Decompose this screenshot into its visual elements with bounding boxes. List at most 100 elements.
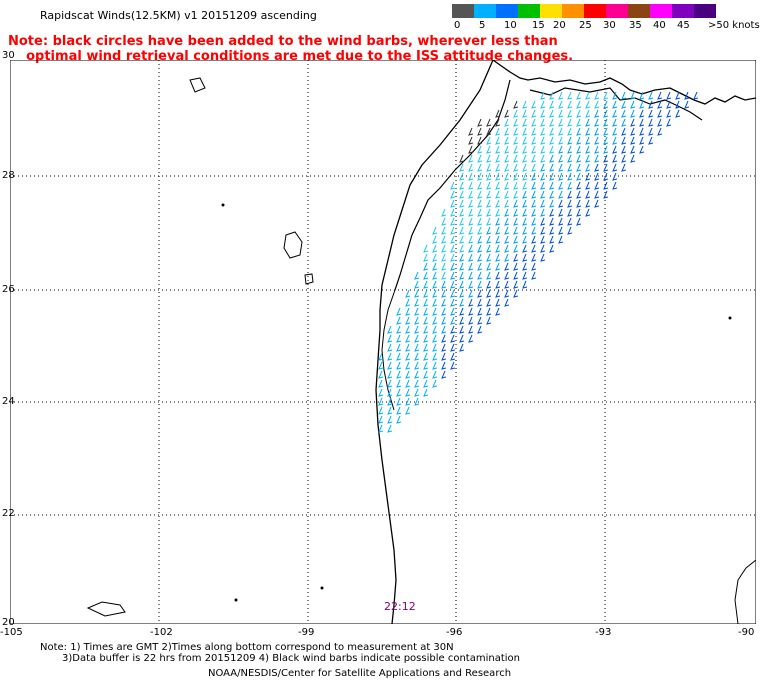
wind-barb bbox=[576, 109, 582, 118]
wind-barb bbox=[459, 244, 465, 253]
wind-barb bbox=[441, 235, 447, 244]
wind-barb bbox=[513, 136, 519, 145]
wind-barb bbox=[531, 181, 537, 190]
wind-barb bbox=[423, 361, 429, 370]
wind-barb bbox=[486, 289, 492, 298]
wind-barb bbox=[441, 208, 447, 217]
wind-barb bbox=[405, 406, 411, 415]
wind-barb bbox=[567, 109, 573, 118]
wind-barb bbox=[477, 208, 483, 217]
wind-barb bbox=[540, 91, 546, 100]
wind-barb bbox=[405, 361, 411, 370]
colorbar-swatch bbox=[694, 4, 716, 18]
wind-barb bbox=[468, 271, 474, 280]
colorbar-label: 35 bbox=[629, 20, 642, 31]
wind-barb bbox=[585, 127, 591, 136]
wind-barb bbox=[648, 118, 654, 127]
wind-barb bbox=[468, 181, 474, 190]
wind-barb bbox=[423, 253, 429, 262]
wind-barb bbox=[585, 145, 591, 154]
wind-barb bbox=[450, 307, 456, 316]
wind-barb bbox=[558, 208, 564, 217]
wind-barb bbox=[414, 397, 420, 406]
wind-barb bbox=[441, 253, 447, 262]
wind-barb bbox=[585, 190, 591, 199]
colorbar-swatch bbox=[562, 4, 584, 18]
credits: NOAA/NESDIS/Center for Satellite Applica… bbox=[208, 668, 512, 679]
wind-barb bbox=[459, 172, 465, 181]
wind-barb bbox=[549, 118, 555, 127]
wind-barb bbox=[513, 100, 519, 109]
wind-barb bbox=[459, 217, 465, 226]
wind-barb bbox=[432, 235, 438, 244]
wind-barb bbox=[486, 280, 492, 289]
wind-barb bbox=[576, 136, 582, 145]
wind-barb bbox=[378, 397, 384, 406]
wind-barb bbox=[405, 370, 411, 379]
wind-barb bbox=[558, 181, 564, 190]
wind-barb bbox=[522, 172, 528, 181]
wind-barb bbox=[450, 253, 456, 262]
wind-barb bbox=[468, 316, 474, 325]
wind-barb bbox=[540, 136, 546, 145]
wind-barb bbox=[567, 118, 573, 127]
wind-barb bbox=[387, 406, 393, 415]
wind-barb bbox=[468, 208, 474, 217]
wind-barb bbox=[540, 244, 546, 253]
wind-barb bbox=[432, 226, 438, 235]
wind-barb bbox=[567, 154, 573, 163]
wind-barb bbox=[477, 118, 483, 127]
wind-barb bbox=[495, 136, 501, 145]
wind-barb bbox=[423, 334, 429, 343]
wind-barb bbox=[423, 262, 429, 271]
wind-barb bbox=[450, 235, 456, 244]
wind-barb bbox=[495, 109, 501, 118]
wind-barb bbox=[432, 307, 438, 316]
wind-barb bbox=[540, 163, 546, 172]
wind-barb bbox=[495, 289, 501, 298]
wind-barb bbox=[567, 136, 573, 145]
wind-barb bbox=[531, 163, 537, 172]
wind-barb bbox=[603, 91, 609, 100]
wind-barb bbox=[495, 253, 501, 262]
island-northwest bbox=[189, 77, 206, 93]
lon-label-102w: -102 bbox=[150, 627, 173, 638]
wind-barb bbox=[630, 109, 636, 118]
wind-barb bbox=[396, 307, 402, 316]
wind-barb bbox=[558, 127, 564, 136]
wind-barb bbox=[387, 361, 393, 370]
wind-barb bbox=[387, 334, 393, 343]
wind-barb bbox=[585, 109, 591, 118]
wind-barb bbox=[477, 235, 483, 244]
wind-barb bbox=[432, 253, 438, 262]
wind-barb bbox=[567, 172, 573, 181]
wind-barb bbox=[378, 361, 384, 370]
wind-barb bbox=[630, 100, 636, 109]
wind-barb bbox=[513, 172, 519, 181]
wind-barb bbox=[657, 109, 663, 118]
wind-barb bbox=[486, 136, 492, 145]
wind-barb bbox=[459, 307, 465, 316]
wind-barb bbox=[513, 235, 519, 244]
wind-barb bbox=[531, 154, 537, 163]
wind-barb bbox=[585, 199, 591, 208]
wind-barb bbox=[504, 262, 510, 271]
wind-barb bbox=[522, 145, 528, 154]
wind-barb bbox=[396, 316, 402, 325]
wind-barb bbox=[567, 163, 573, 172]
wind-barb bbox=[513, 127, 519, 136]
wind-barb bbox=[612, 145, 618, 154]
wind-barb bbox=[540, 226, 546, 235]
wind-barb bbox=[432, 316, 438, 325]
wind-barb bbox=[504, 145, 510, 154]
wind-barb bbox=[576, 118, 582, 127]
wind-barb bbox=[513, 163, 519, 172]
wind-barb bbox=[522, 100, 528, 109]
wind-barb bbox=[423, 244, 429, 253]
colorbar-swatch bbox=[628, 4, 650, 18]
wind-barb bbox=[450, 271, 456, 280]
wind-barb bbox=[666, 91, 672, 100]
wind-barb bbox=[495, 235, 501, 244]
wind-barb bbox=[522, 253, 528, 262]
lon-label-96w: -96 bbox=[446, 627, 463, 638]
